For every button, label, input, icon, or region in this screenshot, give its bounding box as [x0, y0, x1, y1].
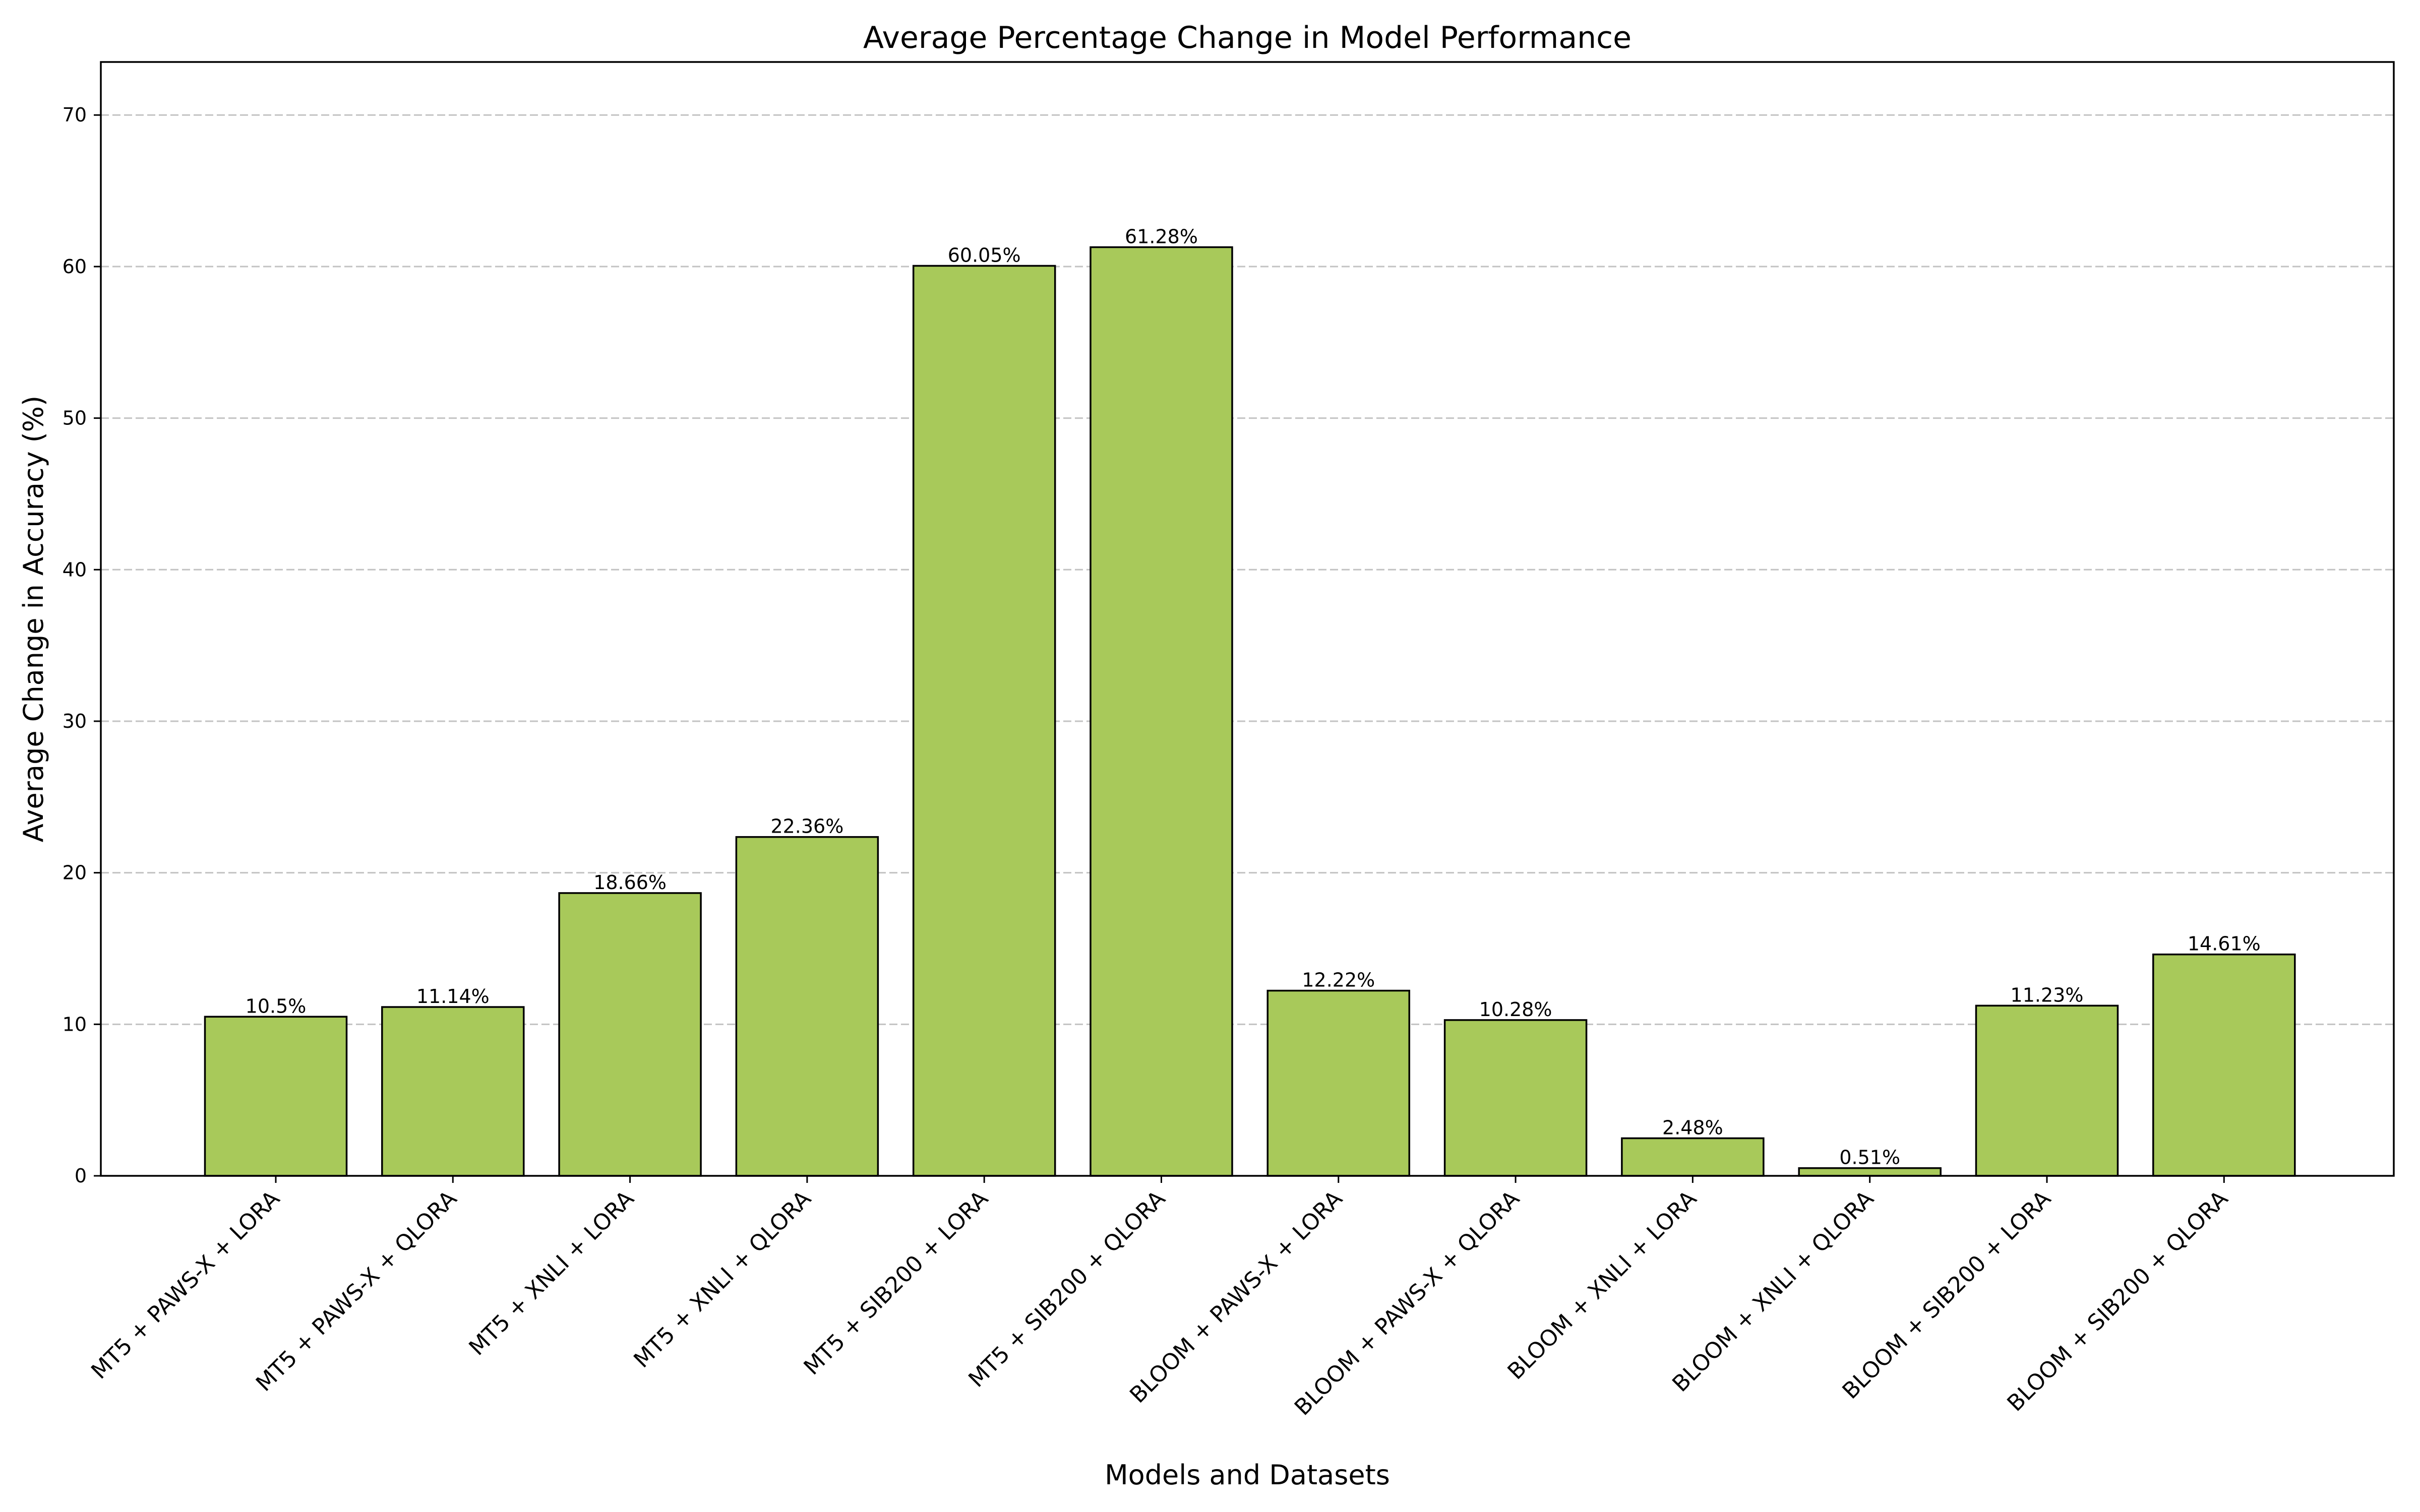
bar [558, 892, 702, 1177]
chart-title: Average Percentage Change in Model Perfo… [863, 20, 1631, 55]
y-tick-label: 40 [63, 558, 87, 581]
y-tick-label: 20 [63, 862, 87, 884]
bar-value-label: 0.51% [1839, 1147, 1900, 1169]
bar [1090, 246, 1233, 1177]
y-tick-label: 70 [63, 104, 87, 126]
bar-value-label: 12.22% [1302, 969, 1375, 991]
bar-value-label: 18.66% [593, 871, 667, 894]
bar-value-label: 61.28% [1125, 225, 1198, 247]
y-tick-label: 60 [63, 256, 87, 278]
x-tick-label: MT5 + XNLI + QLORA [629, 1186, 816, 1373]
y-tick-label: 30 [63, 710, 87, 732]
x-tick-label: MT5 + SIB200 + LORA [799, 1186, 993, 1380]
y-tick-label: 10 [63, 1013, 87, 1035]
x-tick-label: MT5 + PAWS-X + LORA [86, 1186, 285, 1384]
bar [1975, 1004, 2119, 1177]
bars [204, 246, 2296, 1177]
bar [1266, 989, 1411, 1177]
x-tick-label: MT5 + XNLI + LORA [464, 1186, 639, 1361]
x-tick-label: MT5 + SIB200 + QLORA [963, 1186, 1170, 1393]
bar [735, 836, 879, 1177]
x-axis-label: Models and Datasets [1105, 1459, 1390, 1491]
bar-value-label: 14.61% [2188, 933, 2261, 955]
bar [204, 1016, 348, 1177]
x-tick-label: BLOOM + SIB200 + LORA [1838, 1186, 2056, 1404]
y-axis-label: Average Change in Accuracy (%) [18, 396, 49, 842]
x-tick-label: MT5 + PAWS-X + QLORA [251, 1186, 462, 1397]
bar [2152, 953, 2296, 1177]
bar-value-label: 11.23% [2011, 984, 2084, 1006]
x-tick-label: BLOOM + XNLI + LORA [1503, 1186, 1702, 1385]
bar [381, 1006, 525, 1177]
bar-value-label: 2.48% [1662, 1116, 1723, 1139]
x-tick-label: BLOOM + PAWS-X + LORA [1125, 1186, 1347, 1408]
bar-value-label: 60.05% [948, 244, 1021, 266]
grid-lines [101, 114, 2394, 1025]
bar-value-label: 10.28% [1479, 998, 1552, 1021]
bar-value-label: 22.36% [770, 815, 843, 838]
bar [1443, 1019, 1588, 1177]
x-tick-label: BLOOM + XNLI + QLORA [1667, 1186, 1879, 1397]
y-axis-ticks: 0 10 20 30 40 50 60 70 [63, 104, 101, 1187]
data-labels: 10.5% 11.14% 18.66% 22.36% 60.05% 61.28% 12.22… [246, 225, 2261, 1168]
bar [912, 265, 1056, 1177]
bar [1798, 1167, 1942, 1177]
y-tick-label: 0 [75, 1165, 87, 1187]
bar [1621, 1137, 1765, 1177]
plot-frame [100, 61, 2395, 1177]
y-tick-label: 50 [63, 407, 87, 429]
bar-value-label: 10.5% [246, 995, 307, 1017]
bar-value-label: 11.14% [416, 985, 490, 1007]
